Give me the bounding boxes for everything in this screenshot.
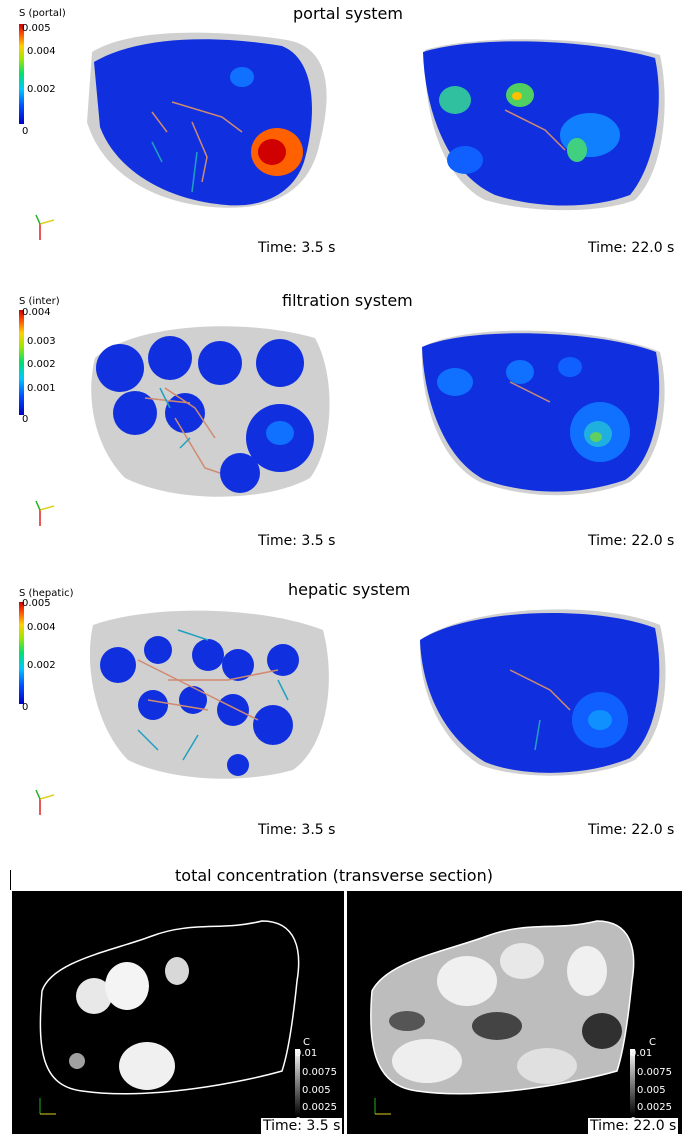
row3-liver-left (89, 610, 329, 779)
axes-triad-icon (35, 789, 55, 815)
section-right-tick-2: 0.005 (637, 1085, 666, 1096)
section-panel-left: C 0.01 0.0075 0.005 0.0025 0 Time: 3.5 s (12, 891, 344, 1134)
row3-colorbar-label: S (hepatic) (19, 588, 74, 599)
row3-colorbar (19, 602, 24, 704)
section-time-left: Time: 3.5 s (261, 1118, 343, 1134)
section-right-tick-0: 0.01 (630, 1048, 653, 1059)
row2-title: filtration system (282, 291, 413, 310)
row1-time-left: Time: 3.5 s (258, 240, 336, 256)
row3-tick-0: 0.005 (22, 598, 51, 609)
row1-tick-0: 0.005 (22, 23, 51, 34)
row1-liver-right (423, 39, 665, 211)
row3-tick-3: 0 (22, 702, 29, 713)
section-right-colorbar (630, 1049, 635, 1116)
row2-colorbar-label: S (inter) (19, 296, 60, 307)
section-left-tick-0: 0.01 (295, 1048, 318, 1059)
section-left-tick-3: 0.0025 (302, 1102, 337, 1113)
section-divider (10, 870, 11, 890)
row2-tick-1: 0.003 (27, 336, 56, 347)
row1-liver-left (87, 32, 327, 208)
row1-time-right: Time: 22.0 s (588, 240, 675, 256)
row3-time-right: Time: 22.0 s (588, 822, 675, 838)
row3-time-left: Time: 3.5 s (258, 822, 336, 838)
row3-tick-1: 0.004 (27, 622, 56, 633)
section-left-tick-1: 0.0075 (302, 1067, 337, 1078)
row2-tick-2: 0.002 (27, 359, 56, 370)
row1-tick-2: 0.002 (27, 84, 56, 95)
row2-time-right: Time: 22.0 s (588, 533, 675, 549)
row2-liver-right (421, 330, 665, 496)
section-right-tick-1: 0.0075 (637, 1067, 672, 1078)
section-right-image (370, 920, 635, 1115)
section-title: total concentration (transverse section) (175, 866, 493, 885)
row1-tick-3: 0 (22, 126, 29, 137)
row2-tick-3: 0.001 (27, 383, 56, 394)
row1-title: portal system (293, 4, 403, 23)
axes-triad-icon (35, 500, 55, 526)
row2-time-left: Time: 3.5 s (258, 533, 336, 549)
row2-tick-4: 0 (22, 414, 29, 425)
section-left-image (39, 920, 300, 1115)
section-left-tick-2: 0.005 (302, 1085, 331, 1096)
row3-liver-right (419, 609, 666, 776)
section-right-cb-label: C (649, 1037, 656, 1048)
section-time-right: Time: 22.0 s (588, 1118, 679, 1134)
row1-colorbar (19, 24, 24, 124)
row2-tick-0: 0.004 (22, 307, 51, 318)
row2-colorbar (19, 310, 24, 415)
row3-title: hepatic system (288, 580, 411, 599)
row2-liver-left (91, 326, 330, 497)
row1-colorbar-label: S (portal) (19, 8, 66, 19)
row1-tick-1: 0.004 (27, 46, 56, 57)
section-left-colorbar (295, 1049, 300, 1116)
section-right-tick-3: 0.0025 (637, 1102, 672, 1113)
section-panel-right: C 0.01 0.0075 0.005 0.0025 0 Time: 22.0 … (347, 891, 682, 1134)
section-left-cb-label: C (303, 1037, 310, 1048)
row3-tick-2: 0.002 (27, 660, 56, 671)
axes-triad-icon (35, 214, 55, 240)
